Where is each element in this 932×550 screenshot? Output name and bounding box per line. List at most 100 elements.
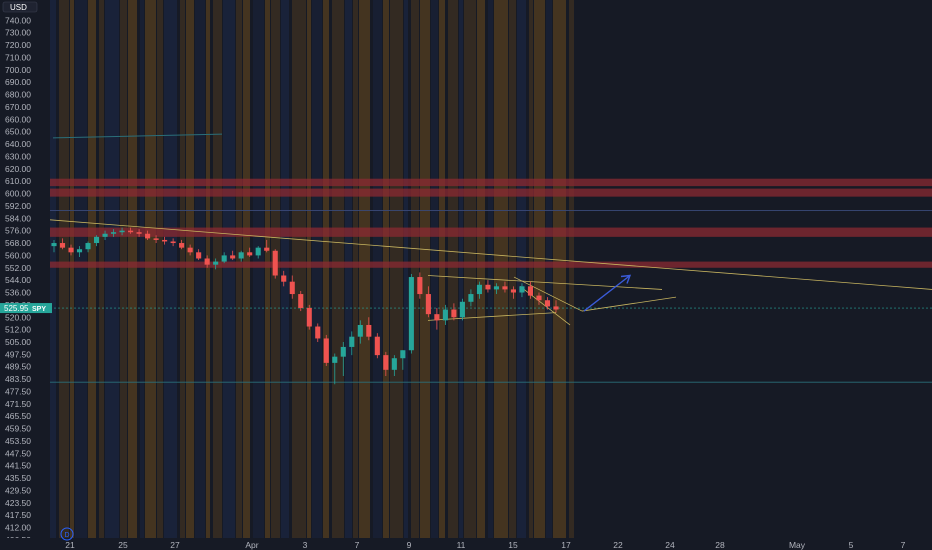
y-axis-tick-label: 489.50 [5,362,31,372]
candle-body [417,277,423,295]
x-axis-tick-label: 9 [407,540,412,550]
currency-label: USD [10,3,27,12]
y-axis-background [0,0,50,550]
candle-body [196,252,202,259]
ticker-label: SPY [32,306,46,313]
vertical-band [281,0,289,538]
y-axis-tick-label: 690.00 [5,77,31,87]
vertical-band [411,0,419,538]
y-axis: 750.00740.00730.00720.00710.00700.00690.… [5,3,31,550]
candle-body [204,258,210,265]
triangle-upper-line [427,275,663,290]
arrow-head [620,274,632,284]
x-axis-tick-label: 17 [561,540,571,550]
candle-body [119,230,125,233]
vertical-band [431,0,438,538]
y-axis-tick-label: 497.50 [5,349,31,359]
y-axis-tick-label: 441.50 [5,461,31,471]
candle-body [408,277,414,351]
y-axis-tick-label: 610.00 [5,176,31,186]
candle-body [340,346,346,357]
vertical-band [213,0,222,538]
candle-body [323,338,329,363]
y-axis-tick-label: 700.00 [5,65,31,75]
candle-body [485,284,491,290]
x-axis-tick-label: 27 [170,540,180,550]
vertical-band [359,0,370,538]
vertical-band [488,0,493,538]
y-axis-tick-label: 483.50 [5,374,31,384]
y-axis-tick-label: 650.00 [5,127,31,137]
triangle-lower-line [427,312,557,321]
candle-body [459,301,465,318]
vertical-band [50,0,56,538]
tradingview-logo-text: D [65,532,70,539]
candle-body [145,233,151,239]
vertical-band [509,0,516,538]
candle-body [400,350,406,359]
candle-body [544,300,551,307]
y-axis-tick-label: 584.00 [5,213,31,223]
candle-body [221,255,227,262]
x-axis-tick-label: 11 [457,540,466,550]
y-axis-tick-label: 680.00 [5,90,31,100]
y-axis-tick-label: 670.00 [5,102,31,112]
vertical-band [439,0,445,538]
candle-body [255,247,261,256]
candle-body [59,243,66,248]
candle-body [502,286,508,290]
y-axis-tick-label: 412.00 [5,523,31,533]
x-axis: 21 25 27 Apr 3 7 9 11 15 17 22 24 28 May 5 7 [65,540,905,550]
vertical-band [477,0,485,538]
currency-badge[interactable] [2,1,38,13]
vertical-band [59,0,69,538]
vertical-band [265,0,270,538]
y-axis-tick-label: 465.50 [5,411,31,421]
vertical-band [195,0,205,538]
y-axis-tick-label: 620.00 [5,164,31,174]
candle-body [349,336,355,347]
y-axis-tick-label: 429.50 [5,485,31,495]
candle-body [476,284,482,295]
vertical-band [140,0,144,538]
candle-body [357,324,363,337]
x-axis-tick-label: 15 [508,540,518,550]
vertical-band [529,0,533,538]
vertical-band [157,0,163,538]
x-axis-tick-label: 28 [715,540,725,550]
vertical-band [390,0,403,538]
x-axis-tick-label: 24 [665,540,675,550]
vertical-band [517,0,526,538]
projection-arrow [583,274,631,312]
candle-body [434,314,440,321]
vertical-band [459,0,463,538]
vertical-band [164,0,177,538]
candle-body [85,243,91,250]
vertical-band [145,0,156,538]
vertical-band [307,0,311,538]
y-axis-tick-label: 560.00 [5,250,31,260]
x-axis-tick-label: 3 [303,540,308,550]
tradingview-logo-icon[interactable] [60,527,74,541]
y-axis-tick-label: 640.00 [5,139,31,149]
candle-body [187,247,193,253]
candle-body [93,236,100,244]
resistance-zones [50,178,932,268]
candle-body [213,261,219,265]
vertical-band [312,0,322,538]
candle-body [68,247,74,253]
price-badge [0,303,52,314]
y-axis-tick-label: 720.00 [5,40,31,50]
y-axis-tick-label: 417.50 [5,510,31,520]
candle-body [51,243,57,247]
y-axis-tick-label: 477.50 [5,386,31,396]
x-axis-tick-label: Apr [245,540,258,550]
candle-body [519,286,525,293]
vertical-band [546,0,552,538]
x-axis-tick-label: May [789,540,806,550]
y-axis-tick-label: 505.00 [5,337,31,347]
y-axis-tick-label: 520.00 [5,312,31,322]
y-axis-tick-label: 552.00 [5,263,31,273]
projection-line [581,296,677,312]
